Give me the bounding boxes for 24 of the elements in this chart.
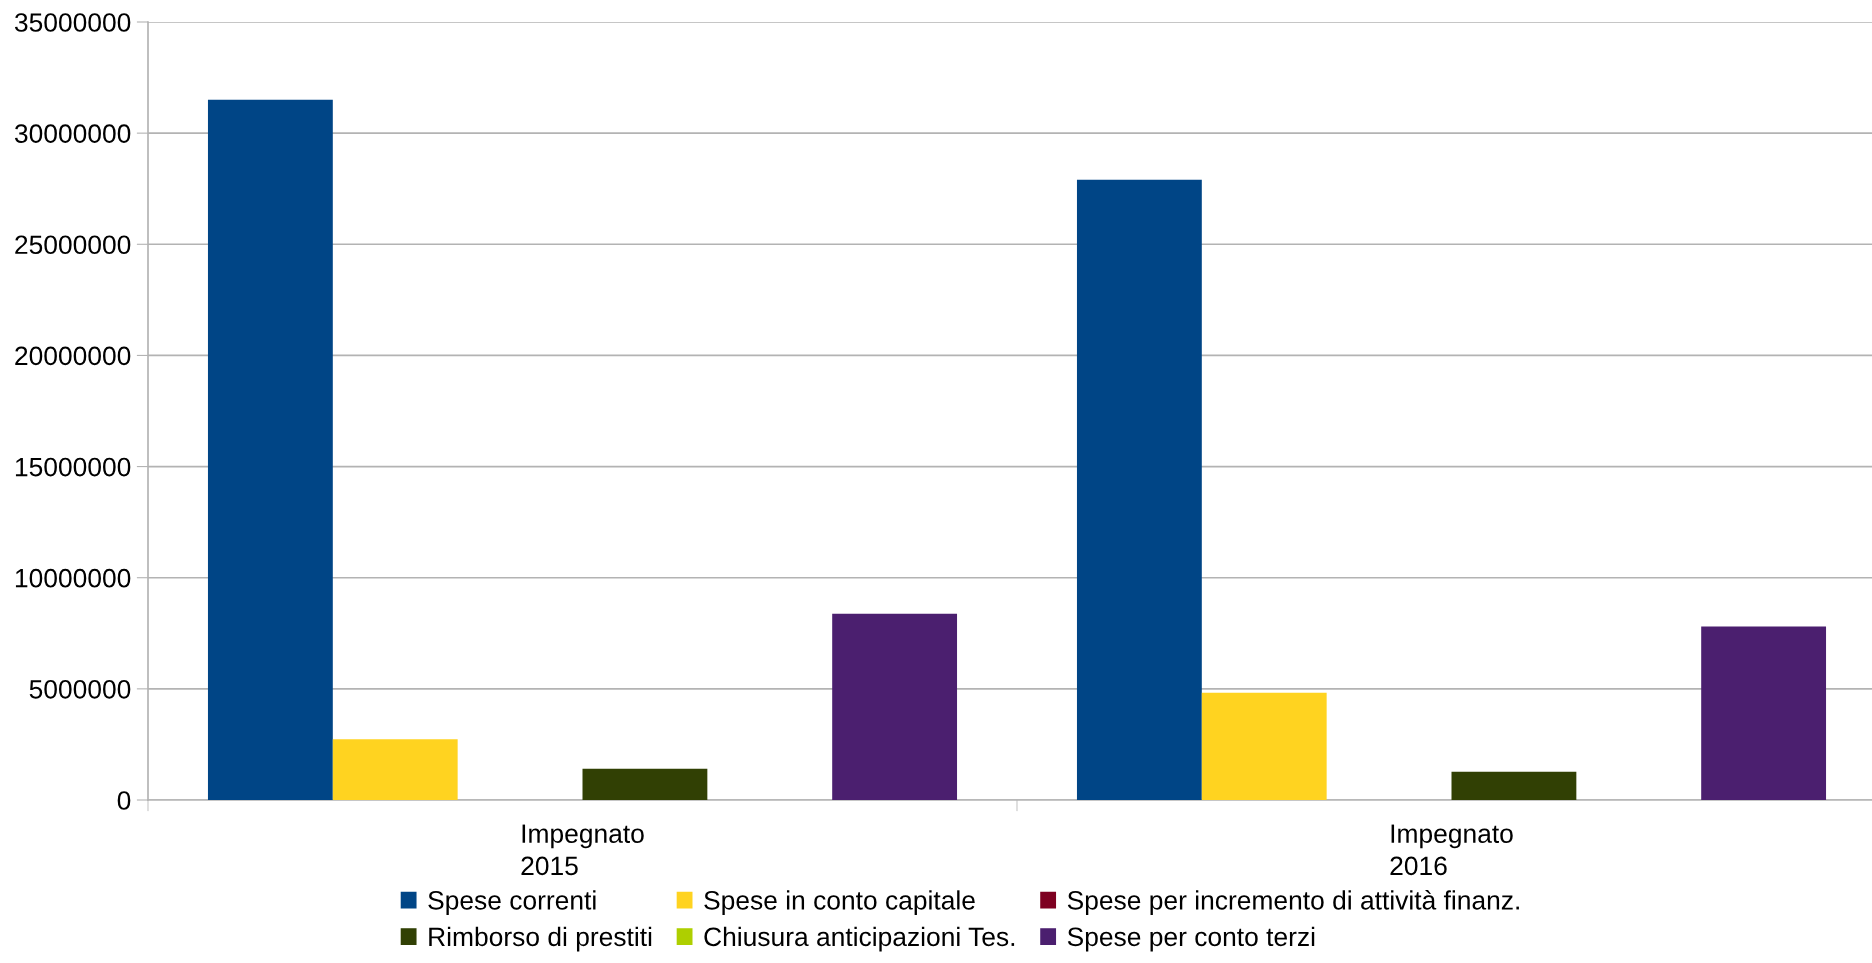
bar [832, 613, 958, 800]
legend-label: Rimborso di prestiti [429, 926, 652, 952]
x-tick-label: Impegnato 2016 [1390, 824, 1513, 876]
y-tick-label: 10000000 [15, 568, 131, 588]
legend-label: Spese correnti [428, 890, 596, 915]
bar [1701, 626, 1827, 800]
legend-label: Spese in conto capitale [704, 890, 975, 915]
bar [1076, 179, 1202, 800]
bar [332, 739, 458, 800]
y-tick-label: 5000000 [29, 679, 131, 699]
legend-label: Chiusura anticipazioni Tes. [704, 926, 1015, 952]
bar [1451, 771, 1577, 800]
y-tick-label: 20000000 [15, 346, 131, 366]
bar [582, 768, 708, 800]
bar [1201, 692, 1327, 800]
y-tick-label: 35000000 [14, 13, 131, 32]
y-tick-label: 0 [117, 791, 131, 810]
bar [207, 99, 333, 800]
legend-label: Spese per incremento di attività finanz. [1067, 890, 1519, 915]
y-tick-label: 25000000 [15, 235, 131, 255]
y-tick-label: 30000000 [14, 124, 131, 143]
x-tick-label: Impegnato 2015 [521, 824, 644, 876]
legend-label: Spese per conto terzi [1067, 926, 1315, 952]
y-tick-label: 15000000 [15, 457, 131, 477]
